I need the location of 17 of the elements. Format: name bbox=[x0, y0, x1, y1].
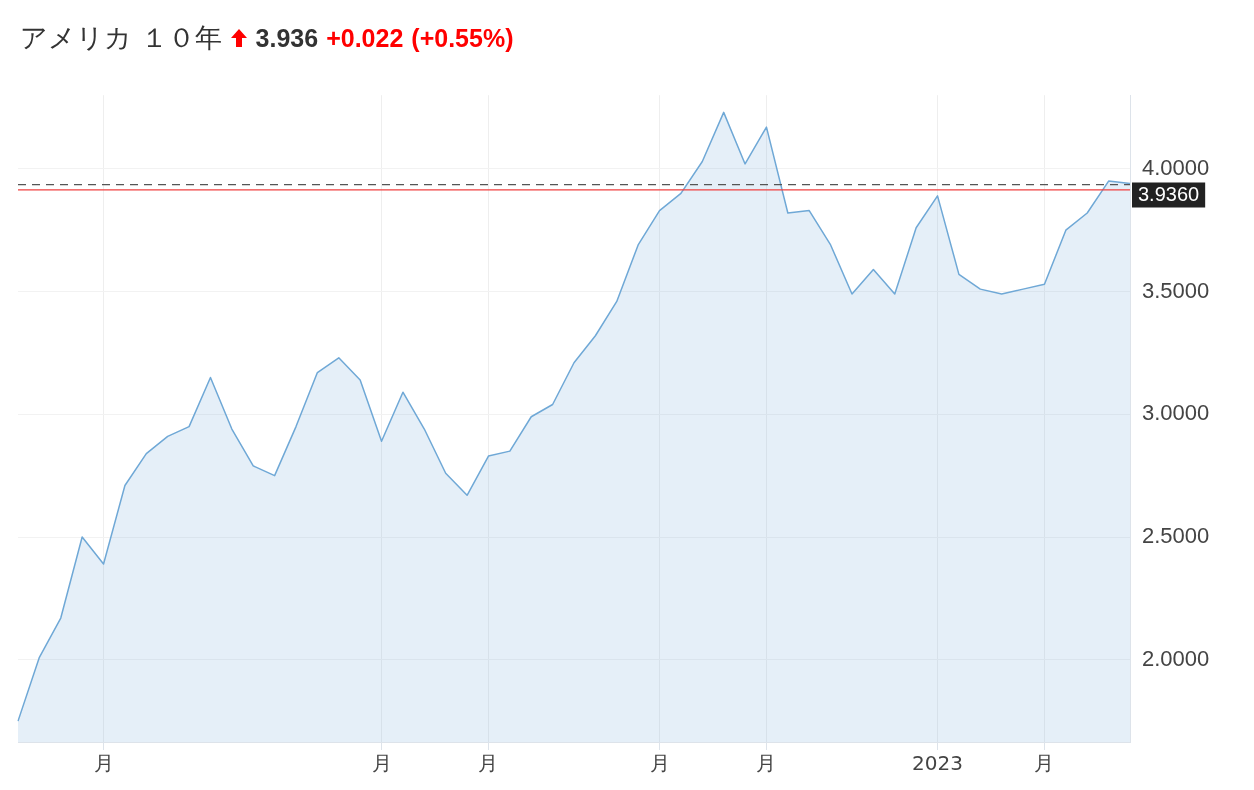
text: (+0.55%) bbox=[411, 23, 514, 53]
chart-title: アメリカ １０年 bbox=[20, 21, 222, 55]
x-tick-label: 月 bbox=[93, 751, 114, 776]
x-tick-label: 月 bbox=[756, 751, 777, 776]
x-tick-label: 月 bbox=[371, 751, 392, 776]
y-tick-label: 2.5000 bbox=[1142, 523, 1210, 549]
y-tick-label: 2.0000 bbox=[1142, 645, 1210, 671]
ref-line-label: 3.9360 bbox=[1138, 183, 1200, 206]
y-tick-label: 4.0000 bbox=[1142, 154, 1210, 180]
y-tick-label: 3.0000 bbox=[1142, 400, 1210, 426]
x-tick-label: 月 bbox=[649, 751, 670, 776]
y-tick-label: 3.5000 bbox=[1142, 277, 1210, 303]
x-tick-label: 2023 bbox=[912, 751, 963, 776]
x-tick-label: 月 bbox=[1034, 751, 1055, 776]
x-tick-label: 月 bbox=[478, 751, 499, 776]
text: +0.022 bbox=[326, 23, 404, 53]
text: 3.936 bbox=[255, 23, 319, 53]
